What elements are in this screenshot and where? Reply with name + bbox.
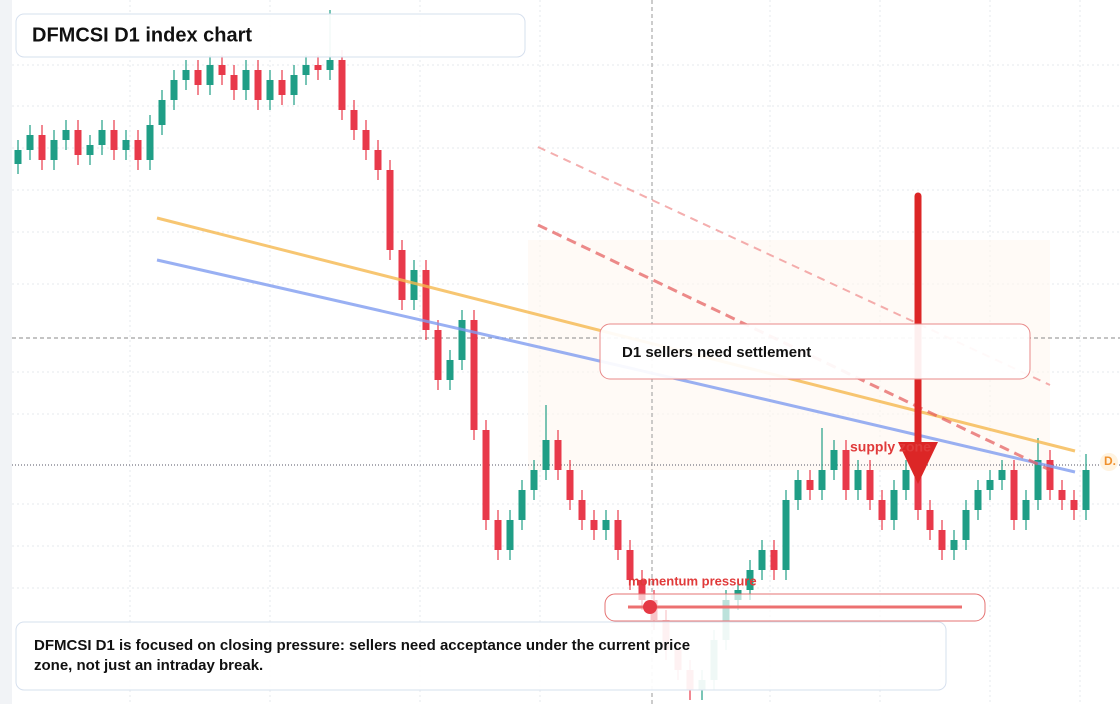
candle-body xyxy=(218,65,226,75)
candle-body xyxy=(554,440,562,470)
channel-line xyxy=(537,223,1051,472)
candle-body xyxy=(626,550,634,580)
chart-title: DFMCSI D1 index chart xyxy=(32,24,252,46)
candle-body xyxy=(974,490,982,510)
channel-line xyxy=(537,146,1051,386)
candle-body xyxy=(866,470,874,500)
candle-body xyxy=(1046,460,1054,490)
callout-box xyxy=(599,323,1031,380)
candle-body xyxy=(50,140,58,160)
candle-body xyxy=(542,440,550,470)
candle-body xyxy=(482,430,490,520)
candle-body xyxy=(74,130,82,155)
candle-body xyxy=(386,170,394,250)
candle-body xyxy=(1082,470,1090,510)
candle-body xyxy=(134,140,142,160)
candle-body xyxy=(326,60,334,70)
pressure-label: momentum pressure xyxy=(628,573,757,588)
note-box xyxy=(15,621,947,691)
candle-body xyxy=(890,490,898,520)
candle-body xyxy=(494,520,502,550)
candle-body xyxy=(614,520,622,550)
candle-body xyxy=(458,320,466,360)
candle-body xyxy=(806,480,814,490)
candle-body xyxy=(854,470,862,490)
candle-body xyxy=(26,135,34,150)
candle-body xyxy=(470,320,478,430)
candle-body xyxy=(158,100,166,125)
candle-body xyxy=(746,570,754,590)
candle-body xyxy=(446,360,454,380)
candle-body xyxy=(374,150,382,170)
candle-body xyxy=(794,480,802,500)
candle-body xyxy=(350,110,358,130)
candle-body xyxy=(1058,490,1066,500)
candle-body xyxy=(182,70,190,80)
candle-body xyxy=(506,520,514,550)
candle-body xyxy=(938,530,946,550)
candle-body xyxy=(902,470,910,490)
candle-body xyxy=(110,130,118,150)
pressure-dot xyxy=(643,600,657,614)
candle-body xyxy=(1010,470,1018,520)
candle-body xyxy=(878,500,886,520)
candle-body xyxy=(998,470,1006,480)
candle-body xyxy=(266,80,274,100)
candle-body xyxy=(1034,460,1042,500)
candle-body xyxy=(818,470,826,490)
candle-body xyxy=(206,65,214,85)
candle-body xyxy=(230,75,238,90)
candle-body xyxy=(1070,500,1078,510)
candle-body xyxy=(590,520,598,530)
candle-body xyxy=(950,540,958,550)
candle-body xyxy=(86,145,94,155)
candle-body xyxy=(38,135,46,160)
candle-body xyxy=(302,65,310,75)
candle-body xyxy=(122,140,130,150)
candle-body xyxy=(398,250,406,300)
candle-body xyxy=(830,450,838,470)
candle-body xyxy=(14,150,22,164)
candle-body xyxy=(254,70,262,100)
candle-body xyxy=(170,80,178,100)
candle-body xyxy=(914,470,922,510)
edge-label: D. xyxy=(1104,454,1116,468)
candle-body xyxy=(242,70,250,90)
candle-body xyxy=(770,550,778,570)
candle-body xyxy=(518,490,526,520)
candle-body xyxy=(842,450,850,490)
callout-text: D1 sellers need settlement xyxy=(622,344,811,361)
candle-body xyxy=(410,270,418,300)
candle-body xyxy=(314,65,322,70)
candle-body xyxy=(338,60,346,110)
candle-body xyxy=(758,550,766,570)
candle-body xyxy=(194,70,202,85)
candle-body xyxy=(530,470,538,490)
candle-body xyxy=(422,270,430,330)
candle-body xyxy=(62,130,70,140)
candle-body xyxy=(602,520,610,530)
edge-badge xyxy=(1100,453,1118,471)
left-rail xyxy=(0,0,12,704)
candle-body xyxy=(290,75,298,95)
candle-body xyxy=(146,125,154,160)
candle-body xyxy=(578,500,586,520)
candle-body xyxy=(926,510,934,530)
title-box xyxy=(15,13,526,58)
candle-body xyxy=(434,330,442,380)
candle-body xyxy=(962,510,970,540)
candle-body xyxy=(986,480,994,490)
candle-body xyxy=(782,500,790,570)
candle-body xyxy=(278,80,286,95)
candle-body xyxy=(638,580,646,600)
candle-body xyxy=(362,130,370,150)
arrow-head xyxy=(898,442,938,484)
zone-label: supply zone xyxy=(850,439,931,455)
candle-body xyxy=(1022,500,1030,520)
candle-body xyxy=(566,470,574,500)
note-text: DFMCSI D1 is focused on closing pressure… xyxy=(34,637,691,674)
note-wrap: DFMCSI D1 is focused on closing pressure… xyxy=(34,637,691,674)
candle-body xyxy=(98,130,106,145)
